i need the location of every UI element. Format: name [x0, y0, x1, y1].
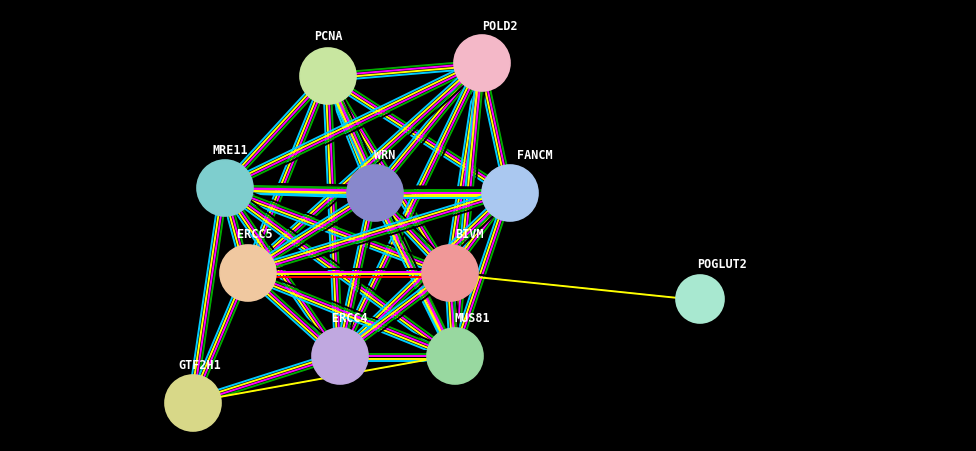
Circle shape: [482, 165, 538, 221]
Text: POGLUT2: POGLUT2: [697, 258, 747, 271]
Circle shape: [676, 275, 724, 323]
Text: POLD2: POLD2: [482, 20, 518, 33]
Circle shape: [309, 58, 346, 94]
Circle shape: [454, 35, 510, 91]
Circle shape: [492, 175, 528, 211]
Circle shape: [322, 338, 358, 374]
Text: MRE11: MRE11: [212, 144, 248, 157]
Circle shape: [312, 328, 368, 384]
Text: GTF2H1: GTF2H1: [179, 359, 222, 372]
Text: BIVM: BIVM: [456, 228, 484, 241]
Circle shape: [357, 175, 393, 211]
Circle shape: [422, 245, 478, 301]
Circle shape: [207, 170, 243, 206]
Text: ERCC5: ERCC5: [237, 228, 273, 241]
Circle shape: [431, 255, 468, 291]
Circle shape: [347, 165, 403, 221]
Circle shape: [175, 385, 211, 421]
Circle shape: [197, 160, 253, 216]
Circle shape: [229, 255, 266, 291]
Text: MUS81: MUS81: [454, 312, 490, 325]
Circle shape: [684, 283, 715, 315]
Text: ERCC4: ERCC4: [332, 312, 368, 325]
Circle shape: [464, 45, 501, 81]
Circle shape: [165, 375, 221, 431]
Circle shape: [220, 245, 276, 301]
Text: WRN: WRN: [375, 149, 395, 162]
Circle shape: [427, 328, 483, 384]
Circle shape: [300, 48, 356, 104]
Text: FANCM: FANCM: [517, 149, 552, 162]
Text: PCNA: PCNA: [313, 30, 343, 43]
Circle shape: [437, 338, 473, 374]
